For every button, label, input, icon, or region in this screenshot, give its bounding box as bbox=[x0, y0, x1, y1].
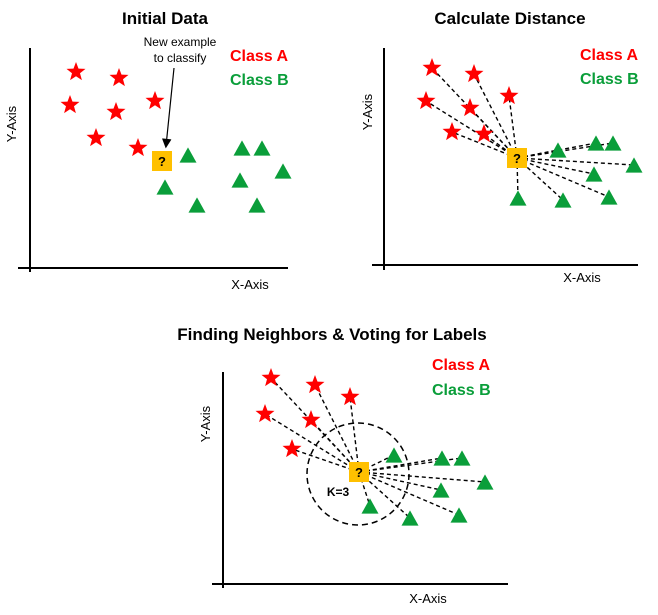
triangle-icon bbox=[432, 482, 450, 498]
distance-line bbox=[264, 413, 360, 473]
data-points: ? bbox=[60, 62, 292, 213]
triangle-icon bbox=[179, 147, 197, 163]
question-square-icon: ? bbox=[507, 148, 527, 168]
distance-line bbox=[349, 396, 360, 473]
y-axis-label: Y-Axis bbox=[198, 405, 213, 442]
unknown-point-label: ? bbox=[513, 151, 521, 166]
legend-class-b: Class B bbox=[230, 72, 289, 89]
distance-line bbox=[425, 100, 518, 159]
y-axis-label: Y-Axis bbox=[4, 105, 19, 142]
annotation-arrow bbox=[161, 67, 175, 149]
star-icon bbox=[60, 95, 80, 114]
triangle-icon bbox=[361, 498, 379, 514]
k-value-label: K=3 bbox=[327, 485, 350, 499]
y-axis-label: Y-Axis bbox=[360, 93, 375, 130]
distance-line bbox=[310, 419, 360, 473]
distance-line bbox=[473, 73, 518, 159]
star-icon bbox=[416, 91, 436, 110]
triangle-icon bbox=[274, 163, 292, 179]
distance-line bbox=[469, 107, 518, 159]
triangle-icon bbox=[549, 142, 567, 158]
star-icon bbox=[499, 86, 519, 105]
star-icon bbox=[106, 102, 126, 121]
distance-line bbox=[314, 384, 360, 473]
triangle-icon bbox=[604, 135, 622, 151]
star-icon bbox=[86, 128, 106, 147]
distance-line bbox=[291, 448, 360, 473]
star-icon bbox=[66, 62, 86, 81]
panel-title: Finding Neighbors & Voting for Labels bbox=[177, 325, 486, 344]
unknown-point-label: ? bbox=[355, 465, 363, 480]
star-icon bbox=[474, 124, 494, 143]
distance-line bbox=[358, 471, 486, 483]
triangle-icon bbox=[401, 510, 419, 526]
legend-class-a: Class A bbox=[580, 47, 639, 64]
distance-line bbox=[358, 471, 442, 491]
distance-line bbox=[516, 157, 635, 166]
triangle-icon bbox=[385, 447, 403, 463]
annotation-line-2: to classify bbox=[154, 51, 207, 65]
panel-initial-data: Initial Data X-Axis Y-Axis Class A Class… bbox=[4, 9, 292, 292]
triangle-icon bbox=[585, 166, 603, 182]
triangle-icon bbox=[587, 135, 605, 151]
distance-line bbox=[358, 471, 411, 519]
triangle-icon bbox=[233, 140, 251, 156]
k-neighbor-circle bbox=[306, 422, 410, 526]
triangle-icon bbox=[156, 179, 174, 195]
distance-lines bbox=[264, 377, 486, 519]
panel-calculate-distance: Calculate Distance X-Axis Y-Axis Class A… bbox=[360, 9, 643, 285]
distance-line bbox=[358, 471, 371, 507]
star-icon bbox=[109, 68, 129, 87]
x-axis-label: X-Axis bbox=[409, 591, 447, 606]
triangle-icon bbox=[450, 507, 468, 523]
star-icon bbox=[340, 387, 360, 406]
triangle-icon bbox=[253, 140, 271, 156]
x-axis-label: X-Axis bbox=[231, 277, 269, 292]
distance-line bbox=[508, 95, 518, 159]
star-icon bbox=[145, 91, 165, 110]
panel-title: Calculate Distance bbox=[434, 9, 585, 28]
triangle-icon bbox=[509, 190, 527, 206]
unknown-point-label: ? bbox=[158, 154, 166, 169]
triangle-icon bbox=[476, 474, 494, 490]
triangle-icon bbox=[188, 197, 206, 213]
legend-class-a: Class A bbox=[432, 357, 491, 374]
triangle-icon bbox=[231, 172, 249, 188]
panel-title: Initial Data bbox=[122, 9, 209, 28]
unknown-point-box bbox=[152, 151, 172, 171]
star-icon bbox=[128, 138, 148, 157]
distance-line bbox=[516, 157, 610, 198]
distance-lines bbox=[425, 67, 635, 201]
distance-line bbox=[516, 157, 595, 175]
x-axis-label: X-Axis bbox=[563, 270, 601, 285]
star-icon bbox=[301, 410, 321, 429]
legend-class-a: Class A bbox=[230, 48, 289, 65]
star-icon bbox=[442, 122, 462, 141]
data-points: ? bbox=[416, 58, 643, 208]
data-points: ? bbox=[255, 368, 494, 526]
unknown-point-box bbox=[349, 462, 369, 482]
triangle-icon bbox=[433, 450, 451, 466]
star-icon bbox=[255, 404, 275, 423]
question-square-icon: ? bbox=[349, 462, 369, 482]
unknown-point-box bbox=[507, 148, 527, 168]
triangle-icon bbox=[625, 157, 643, 173]
question-square-icon: ? bbox=[152, 151, 172, 171]
star-icon bbox=[422, 58, 442, 77]
triangle-icon bbox=[554, 192, 572, 208]
star-icon bbox=[464, 64, 484, 83]
legend-class-b: Class B bbox=[432, 382, 491, 399]
annotation-line-1: New example bbox=[144, 35, 217, 49]
triangle-icon bbox=[600, 189, 618, 205]
triangle-icon bbox=[453, 450, 471, 466]
star-icon bbox=[261, 368, 281, 387]
distance-line bbox=[451, 131, 518, 159]
star-icon bbox=[305, 375, 325, 394]
legend-class-b: Class B bbox=[580, 71, 639, 88]
panel-finding-neighbors: Finding Neighbors & Voting for Labels X-… bbox=[177, 325, 508, 606]
star-icon bbox=[282, 439, 302, 458]
triangle-icon bbox=[248, 197, 266, 213]
star-icon bbox=[460, 98, 480, 117]
